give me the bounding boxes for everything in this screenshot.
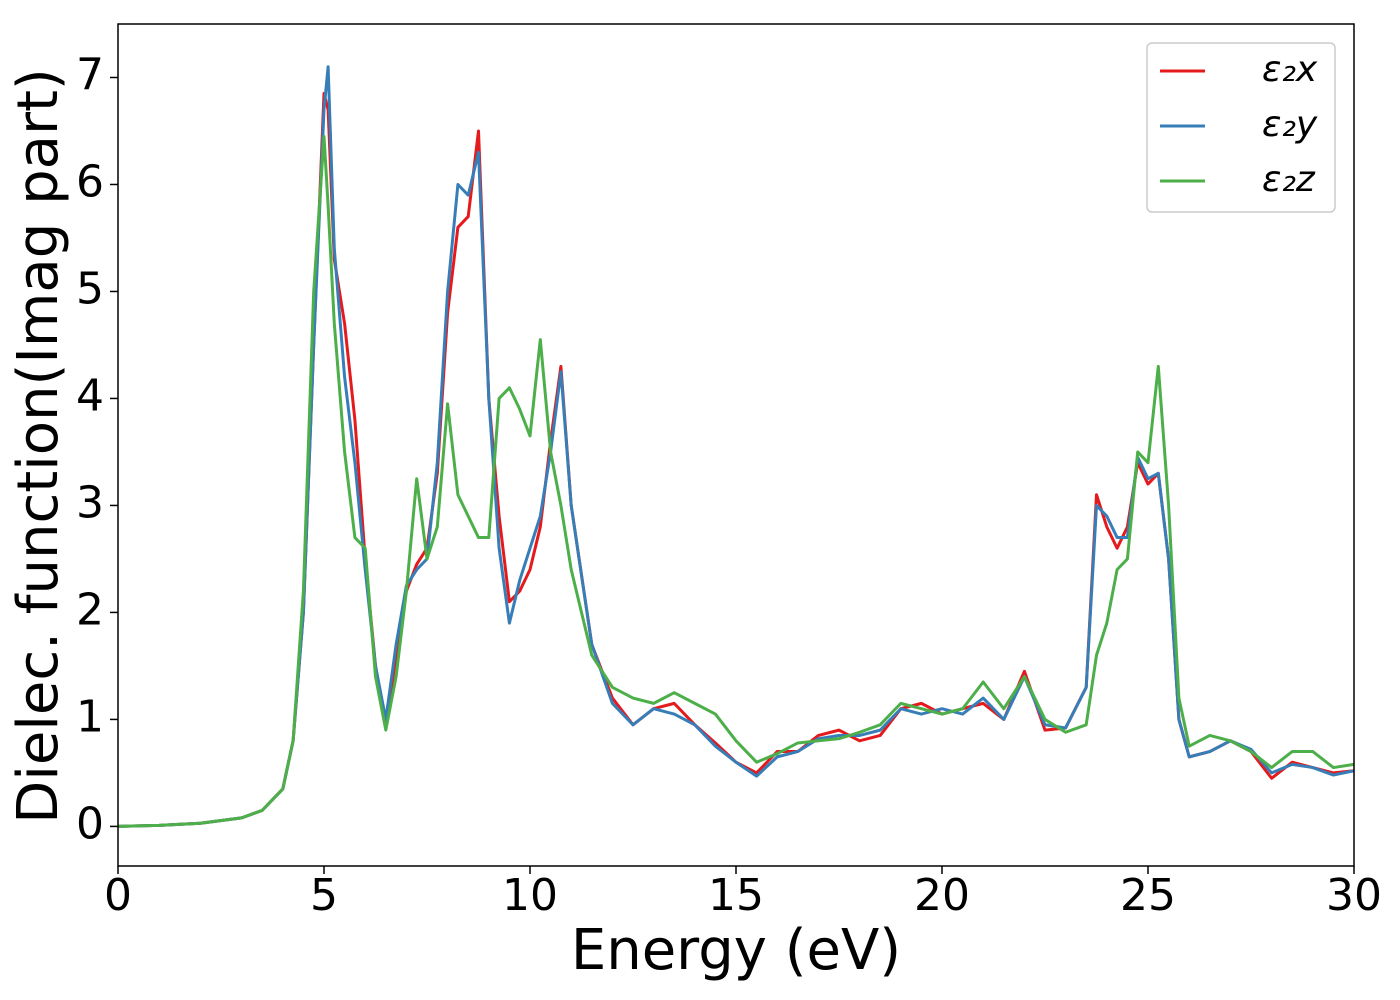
y-tick-label: 1 [76, 691, 104, 742]
x-tick-label: 20 [914, 870, 970, 921]
legend-label: ε₂z [1262, 159, 1316, 200]
y-tick-label: 6 [76, 156, 104, 207]
x-tick-label: 5 [310, 870, 338, 921]
y-tick-label: 3 [76, 477, 104, 528]
x-tick-label: 25 [1120, 870, 1176, 921]
legend-label: ε₂x [1262, 49, 1318, 90]
y-tick-label: 0 [76, 798, 104, 849]
x-tick-label: 30 [1326, 870, 1382, 921]
y-tick-label: 5 [76, 263, 104, 314]
x-axis-label: Energy (eV) [571, 918, 901, 983]
plot-frame [117, 23, 1355, 867]
series-line [117, 134, 1355, 828]
x-tick-label: 10 [502, 870, 558, 921]
series-line [117, 92, 1355, 828]
y-tick-label: 2 [76, 584, 104, 635]
y-axis-label: Dielec. function(Imag part) [6, 68, 71, 824]
x-tick-label: 15 [708, 870, 764, 921]
legend-box [1146, 42, 1336, 213]
legend-label: ε₂y [1262, 104, 1318, 145]
y-tick-label: 4 [76, 370, 104, 421]
y-tick-label: 7 [76, 49, 104, 100]
series-line [117, 65, 1355, 828]
x-tick-label: 0 [104, 870, 132, 921]
